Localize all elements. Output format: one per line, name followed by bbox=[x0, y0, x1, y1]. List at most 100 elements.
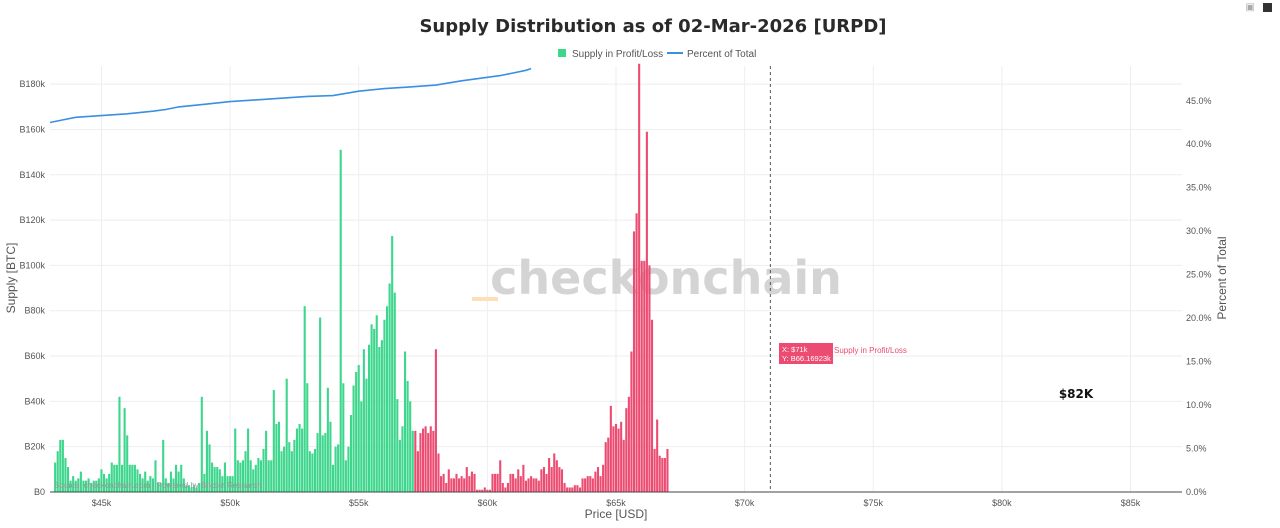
bar-loss[interactable] bbox=[540, 469, 543, 492]
bar-profit[interactable] bbox=[257, 458, 260, 492]
bar-loss[interactable] bbox=[486, 489, 489, 492]
bar-profit[interactable] bbox=[388, 283, 391, 492]
bar-profit[interactable] bbox=[344, 460, 347, 492]
bar-profit[interactable] bbox=[92, 480, 95, 492]
bar-profit[interactable] bbox=[313, 448, 317, 492]
bar-profit[interactable] bbox=[151, 478, 154, 492]
bar-profit[interactable] bbox=[283, 446, 286, 492]
bar-loss[interactable] bbox=[635, 213, 638, 493]
bar-profit[interactable] bbox=[280, 451, 283, 492]
bar-profit[interactable] bbox=[295, 428, 299, 492]
bar-profit[interactable] bbox=[393, 292, 396, 492]
bar-loss[interactable] bbox=[488, 489, 491, 492]
bar-profit[interactable] bbox=[378, 346, 381, 492]
bar-profit[interactable] bbox=[403, 351, 407, 492]
bar-profit[interactable] bbox=[200, 396, 203, 492]
bar-profit[interactable] bbox=[133, 464, 136, 492]
bar-loss[interactable] bbox=[620, 421, 623, 492]
bar-profit[interactable] bbox=[339, 149, 342, 492]
bar-profit[interactable] bbox=[275, 424, 278, 492]
bar-profit[interactable] bbox=[262, 448, 265, 492]
bar-loss[interactable] bbox=[558, 467, 561, 492]
bar-loss[interactable] bbox=[419, 433, 422, 492]
bar-profit[interactable] bbox=[56, 451, 59, 492]
bar-loss[interactable] bbox=[548, 458, 551, 492]
bar-profit[interactable] bbox=[370, 324, 373, 492]
bar-profit[interactable] bbox=[385, 306, 389, 492]
bar-profit[interactable] bbox=[357, 365, 360, 492]
bar-profit[interactable] bbox=[272, 390, 275, 492]
legend-swatch-supply[interactable] bbox=[558, 49, 566, 57]
bar-profit[interactable] bbox=[211, 462, 214, 492]
bar-profit[interactable] bbox=[229, 476, 232, 492]
bar-profit[interactable] bbox=[288, 442, 291, 492]
bar-loss[interactable] bbox=[524, 480, 528, 492]
bar-loss[interactable] bbox=[584, 478, 587, 492]
bar-profit[interactable] bbox=[66, 467, 70, 492]
bar-profit[interactable] bbox=[216, 467, 219, 492]
bar-loss[interactable] bbox=[602, 464, 605, 492]
bar-loss[interactable] bbox=[578, 487, 582, 492]
bar-loss[interactable] bbox=[645, 131, 648, 492]
bar-loss[interactable] bbox=[452, 478, 455, 492]
bar-profit[interactable] bbox=[316, 433, 319, 492]
bar-profit[interactable] bbox=[373, 328, 376, 492]
bar-profit[interactable] bbox=[337, 444, 340, 492]
bar-loss[interactable] bbox=[429, 426, 432, 492]
bar-loss[interactable] bbox=[445, 482, 448, 492]
bar-loss[interactable] bbox=[594, 471, 597, 492]
bar-profit[interactable] bbox=[102, 473, 106, 492]
bar-profit[interactable] bbox=[218, 469, 221, 492]
bar-loss[interactable] bbox=[512, 473, 515, 492]
bar-profit[interactable] bbox=[383, 319, 386, 492]
bar-loss[interactable] bbox=[519, 476, 522, 492]
bar-loss[interactable] bbox=[434, 349, 437, 492]
bar-profit[interactable] bbox=[82, 480, 85, 492]
bar-profit[interactable] bbox=[223, 462, 226, 492]
bar-loss[interactable] bbox=[483, 487, 486, 492]
bar-loss[interactable] bbox=[648, 265, 651, 492]
bar-loss[interactable] bbox=[599, 476, 602, 492]
bar-profit[interactable] bbox=[131, 464, 134, 492]
bar-profit[interactable] bbox=[113, 464, 116, 492]
bar-loss[interactable] bbox=[432, 430, 435, 492]
bar-loss[interactable] bbox=[530, 476, 533, 492]
bar-loss[interactable] bbox=[563, 482, 566, 492]
bar-profit[interactable] bbox=[90, 482, 93, 492]
bar-loss[interactable] bbox=[501, 482, 504, 492]
bar-profit[interactable] bbox=[411, 430, 414, 492]
bar-profit[interactable] bbox=[401, 426, 404, 492]
bar-profit[interactable] bbox=[108, 473, 111, 492]
bar-loss[interactable] bbox=[625, 408, 628, 492]
bar-profit[interactable] bbox=[247, 428, 250, 492]
bar-loss[interactable] bbox=[617, 428, 620, 492]
bar-loss[interactable] bbox=[437, 453, 440, 492]
bar-profit[interactable] bbox=[169, 471, 172, 492]
bar-profit[interactable] bbox=[54, 462, 57, 492]
bar-profit[interactable] bbox=[270, 460, 273, 492]
bar-loss[interactable] bbox=[627, 396, 630, 492]
bar-loss[interactable] bbox=[476, 489, 479, 492]
bar-profit[interactable] bbox=[59, 439, 62, 492]
bar-profit[interactable] bbox=[149, 476, 152, 492]
bar-profit[interactable] bbox=[349, 414, 353, 492]
bar-loss[interactable] bbox=[614, 424, 618, 492]
bar-loss[interactable] bbox=[427, 433, 430, 492]
bar-loss[interactable] bbox=[630, 351, 633, 492]
bar-loss[interactable] bbox=[604, 442, 607, 492]
bar-loss[interactable] bbox=[650, 319, 654, 492]
bar-profit[interactable] bbox=[308, 451, 311, 492]
bar-profit[interactable] bbox=[355, 371, 358, 492]
bar-profit[interactable] bbox=[362, 349, 365, 492]
bar-loss[interactable] bbox=[509, 473, 512, 492]
bar-profit[interactable] bbox=[236, 460, 239, 492]
bar-profit[interactable] bbox=[208, 444, 211, 492]
bar-loss[interactable] bbox=[586, 476, 589, 492]
bar-profit[interactable] bbox=[118, 396, 121, 492]
bar-profit[interactable] bbox=[64, 458, 67, 492]
bar-loss[interactable] bbox=[643, 260, 646, 492]
bar-loss[interactable] bbox=[465, 467, 468, 492]
bar-loss[interactable] bbox=[553, 453, 556, 492]
bar-profit[interactable] bbox=[136, 469, 139, 492]
bar-loss[interactable] bbox=[468, 476, 471, 492]
